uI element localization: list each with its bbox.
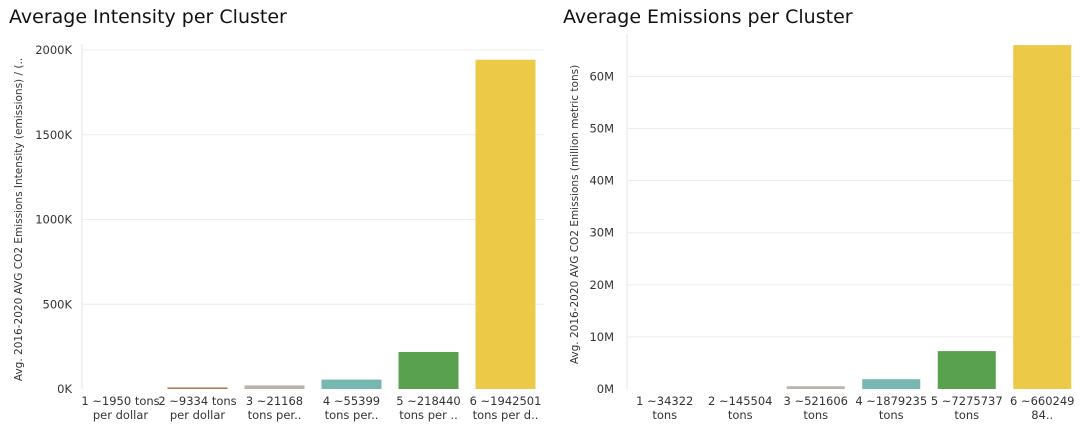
- x-category-label: per dollar: [93, 408, 149, 422]
- bar: [1013, 45, 1072, 389]
- x-category-label: tons per..: [325, 408, 379, 422]
- bar: [321, 379, 382, 389]
- y-tick-label: 0K: [57, 382, 72, 396]
- y-tick-label: 40M: [589, 174, 614, 188]
- x-category-label: 84..: [1031, 408, 1053, 422]
- y-tick-label: 20M: [589, 278, 614, 292]
- x-category-label: 3 ~21168: [246, 394, 303, 408]
- chart-title: Average Intensity per Cluster: [9, 6, 287, 28]
- x-category-label: 1 ~1950 tons: [81, 394, 159, 408]
- bar: [475, 59, 536, 389]
- y-axis-title: Avg. 2016-2020 AVG CO2 Emissions Intensi…: [13, 58, 25, 381]
- x-category-label: 6 ~1942501: [470, 394, 542, 408]
- y-tick-label: 10M: [589, 330, 614, 344]
- intensity-bar-chart: 0K 500K 1000K 1500K 2000K Avg. 2016-2020 AVG …: [13, 43, 544, 422]
- x-category-label: 5 ~7275737: [931, 394, 1003, 408]
- emissions-bar-chart: 0M 10M 20M 30M 40M 50M 60M Avg. 2016-2020 AVG C…: [569, 34, 1080, 422]
- x-category-label: 4 ~1879235: [855, 394, 927, 408]
- x-category-label: tons: [728, 408, 753, 422]
- x-category-label: tons: [879, 408, 904, 422]
- bar: [244, 385, 305, 389]
- bar: [398, 351, 459, 389]
- x-category-label: 2 ~145504: [708, 394, 773, 408]
- y-tick-label: 500K: [43, 297, 73, 311]
- y-tick-label: 1000K: [35, 213, 72, 227]
- bar: [786, 386, 845, 389]
- y-tick-label: 50M: [589, 122, 614, 136]
- x-category-label: 5 ~218440: [396, 394, 461, 408]
- x-category-label: tons per..: [248, 408, 302, 422]
- x-category-label: tons per ..: [399, 408, 458, 422]
- x-category-label: tons: [954, 408, 979, 422]
- bar: [167, 387, 228, 389]
- y-tick-label: 30M: [589, 226, 614, 240]
- x-category-label: tons per d..: [473, 408, 539, 422]
- x-category-label: 1 ~34322: [636, 394, 693, 408]
- y-tick-label: 1500K: [35, 128, 72, 142]
- emissions-chart-panel: Average Emissions per Cluster 0M 10M 20M 30…: [544, 0, 1088, 429]
- x-category-label: 3 ~521606: [783, 394, 848, 408]
- y-tick-label: 0M: [597, 382, 614, 396]
- chart-title: Average Emissions per Cluster: [563, 6, 853, 28]
- y-tick-label: 60M: [589, 69, 614, 83]
- x-category-label: tons: [652, 408, 677, 422]
- x-category-label: tons: [803, 408, 828, 422]
- bar: [937, 351, 996, 389]
- x-category-label: 2 ~9334 tons: [158, 394, 236, 408]
- x-category-label: 6 ~660249: [1010, 394, 1075, 408]
- intensity-chart-panel: Average Intensity per Cluster 0K 500K 1000…: [9, 6, 544, 422]
- y-tick-label: 2000K: [35, 43, 72, 57]
- bar: [862, 379, 921, 389]
- x-category-label: per dollar: [170, 408, 226, 422]
- x-category-label: 4 ~55399: [323, 394, 380, 408]
- y-axis-title: Avg. 2016-2020 AVG CO2 Emissions (millio…: [569, 65, 581, 364]
